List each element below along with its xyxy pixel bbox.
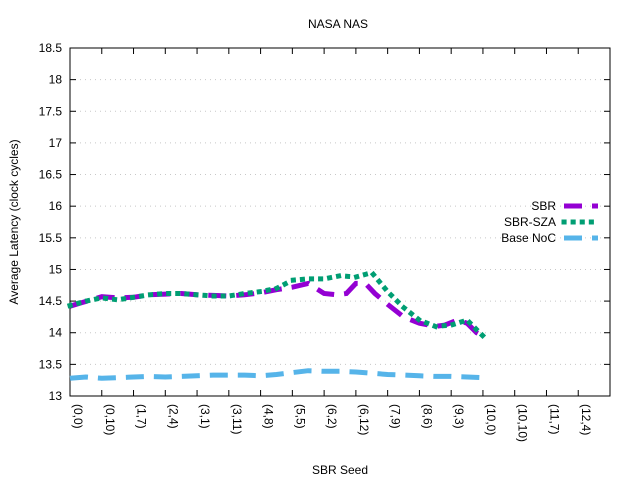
x-axis-label: SBR Seed — [312, 463, 368, 477]
x-tick-label: (3,11) — [230, 404, 244, 434]
y-tick-label: 17 — [49, 136, 63, 150]
legend: SBR SBR-SZA Base NoC — [501, 199, 601, 245]
x-tick-label: (4,8) — [262, 404, 276, 429]
series-line-1 — [66, 269, 487, 340]
series-line-2 — [69, 368, 484, 381]
x-tick-label: (7,9) — [389, 404, 403, 429]
x-tick-label: (6,12) — [357, 404, 371, 435]
chart-title: NASA NAS — [308, 17, 368, 31]
y-tick-label: 13 — [49, 389, 63, 403]
x-tick-label: (6,2) — [325, 404, 339, 429]
y-tick-label: 16.5 — [39, 168, 63, 182]
y-tick-label: 15.5 — [39, 231, 63, 245]
series-lines — [66, 269, 487, 381]
y-tick-label: 14 — [49, 326, 63, 340]
y-tick-label: 17.5 — [39, 104, 63, 118]
series-line-0 — [69, 280, 485, 339]
x-tick-label: (11,7) — [547, 404, 561, 434]
y-tick-label: 16 — [49, 199, 63, 213]
legend-label: SBR — [531, 199, 556, 213]
y-axis-label: Average Latency (clock cycles) — [7, 139, 21, 304]
x-tick-label: (0,10) — [103, 404, 117, 435]
y-tick-label: 15 — [49, 262, 63, 276]
legend-label: Base NoC — [501, 231, 556, 245]
x-tick-label: (12,4) — [579, 404, 593, 435]
x-tick-label: (3,1) — [198, 404, 212, 429]
x-axis: (0,0) (0,10) (1,7) (2,4) (3,1) (3,11) (4,8) (5,… — [69, 48, 593, 442]
y-axis: 13 13.5 14 14.5 15 15.5 16 16.5 17 17.5 18 18.5 — [39, 41, 610, 403]
y-tick-label: 18.5 — [39, 41, 63, 55]
x-tick-label: (1,7) — [135, 404, 149, 429]
x-tick-label: (9,3) — [452, 404, 466, 429]
x-tick-label: (10,0) — [484, 404, 498, 435]
x-tick-label: (0,0) — [71, 404, 85, 429]
plot-area — [69, 47, 611, 397]
x-tick-label: (2,4) — [166, 404, 180, 429]
x-tick-label: (10,10) — [516, 404, 530, 442]
x-tick-label: (8,6) — [420, 404, 434, 429]
y-tick-label: 13.5 — [39, 357, 63, 371]
legend-label: SBR-SZA — [504, 215, 556, 229]
y-tick-label: 18 — [49, 73, 63, 87]
y-tick-label: 14.5 — [39, 294, 63, 308]
x-tick-label: (5,5) — [293, 404, 307, 429]
